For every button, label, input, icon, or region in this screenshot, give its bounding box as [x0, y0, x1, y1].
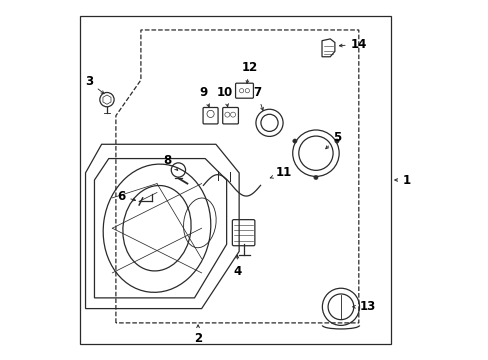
Text: 6: 6: [117, 190, 135, 203]
Text: 7: 7: [252, 86, 263, 110]
Text: 2: 2: [194, 325, 202, 346]
Text: 13: 13: [352, 300, 375, 313]
Text: 12: 12: [241, 61, 258, 84]
Text: 10: 10: [216, 86, 232, 107]
Circle shape: [334, 139, 339, 143]
Text: 3: 3: [85, 75, 104, 94]
Text: 9: 9: [199, 86, 209, 107]
Text: 8: 8: [163, 154, 177, 170]
Text: 1: 1: [394, 174, 410, 186]
Text: 14: 14: [339, 38, 366, 51]
Circle shape: [292, 139, 296, 143]
Circle shape: [313, 175, 317, 180]
Text: 5: 5: [325, 131, 341, 149]
Text: 4: 4: [233, 255, 241, 278]
Text: 11: 11: [269, 166, 291, 179]
